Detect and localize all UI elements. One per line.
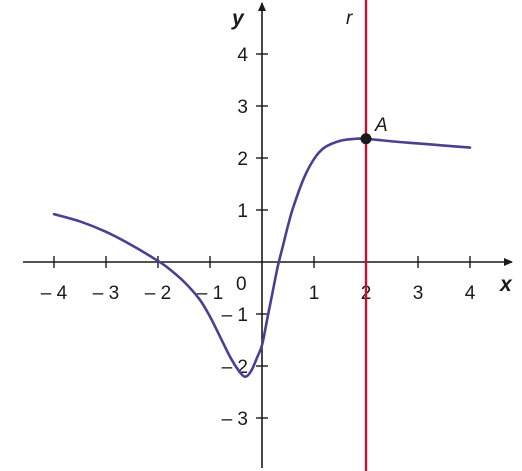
x-tick-label: 4 [465, 283, 476, 304]
x-tick-label: – 1 [197, 283, 223, 304]
y-tick-label: 4 [237, 45, 248, 66]
y-tick-label: 3 [237, 97, 248, 118]
point-label: A [374, 115, 388, 136]
y-tick-label: – 1 [222, 305, 248, 326]
y-tick-label: 2 [237, 149, 248, 170]
point-a [360, 133, 372, 145]
vertical-line-label: r [346, 8, 353, 29]
x-tick-label: 1 [309, 283, 320, 304]
x-axis-label: x [499, 273, 513, 296]
x-tick-label: – 2 [145, 283, 171, 304]
function-curve [52, 137, 472, 378]
origin-label: 0 [236, 274, 247, 295]
x-tick-label: – 3 [93, 283, 119, 304]
y-tick-label: 1 [237, 201, 248, 222]
y-tick-label: – 2 [222, 357, 248, 378]
x-tick-label: 3 [413, 283, 424, 304]
x-tick-label: – 4 [41, 283, 68, 304]
y-tick-label: – 3 [222, 409, 248, 430]
y-axis-label: y [231, 7, 245, 30]
